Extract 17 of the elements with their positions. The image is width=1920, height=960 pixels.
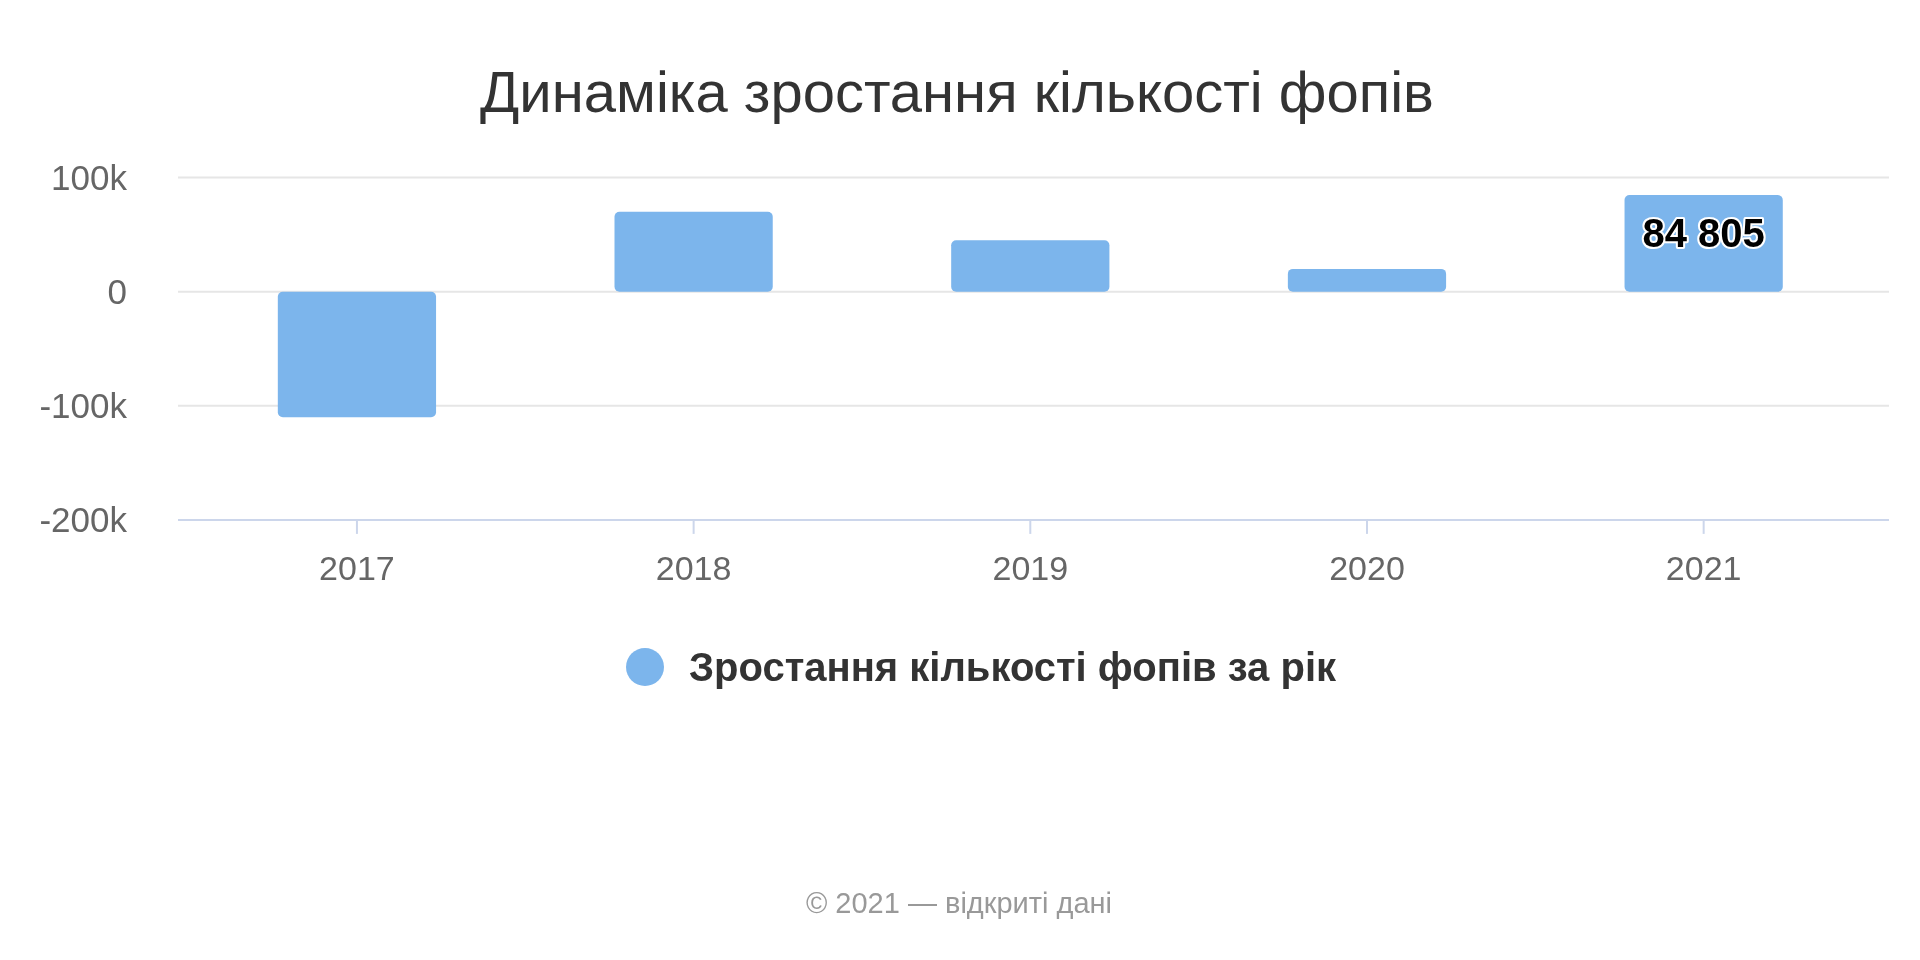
data-label: 84 805 (1642, 210, 1765, 255)
bar (277, 291, 437, 418)
chart-title: Динаміка зростання кількості фопів (480, 59, 1434, 124)
x-tick-label: 2020 (1329, 549, 1405, 587)
bar (1287, 268, 1447, 292)
bar (951, 240, 1110, 292)
x-tick-label: 2021 (1665, 549, 1742, 587)
y-tick-label: 100k (51, 157, 128, 197)
x-tick-label: 2018 (655, 549, 732, 587)
y-tick-label: -200k (39, 500, 128, 540)
x-tick-label: 2019 (992, 549, 1069, 587)
bar (614, 211, 773, 292)
y-tick-label: -100k (39, 386, 128, 426)
legend-label: Зростання кількості фопів за рік (689, 645, 1337, 689)
x-tick-label: 2017 (319, 549, 395, 587)
y-tick-label: 0 (107, 271, 127, 311)
text: © 2021 — відкриті дані (805, 887, 1113, 920)
